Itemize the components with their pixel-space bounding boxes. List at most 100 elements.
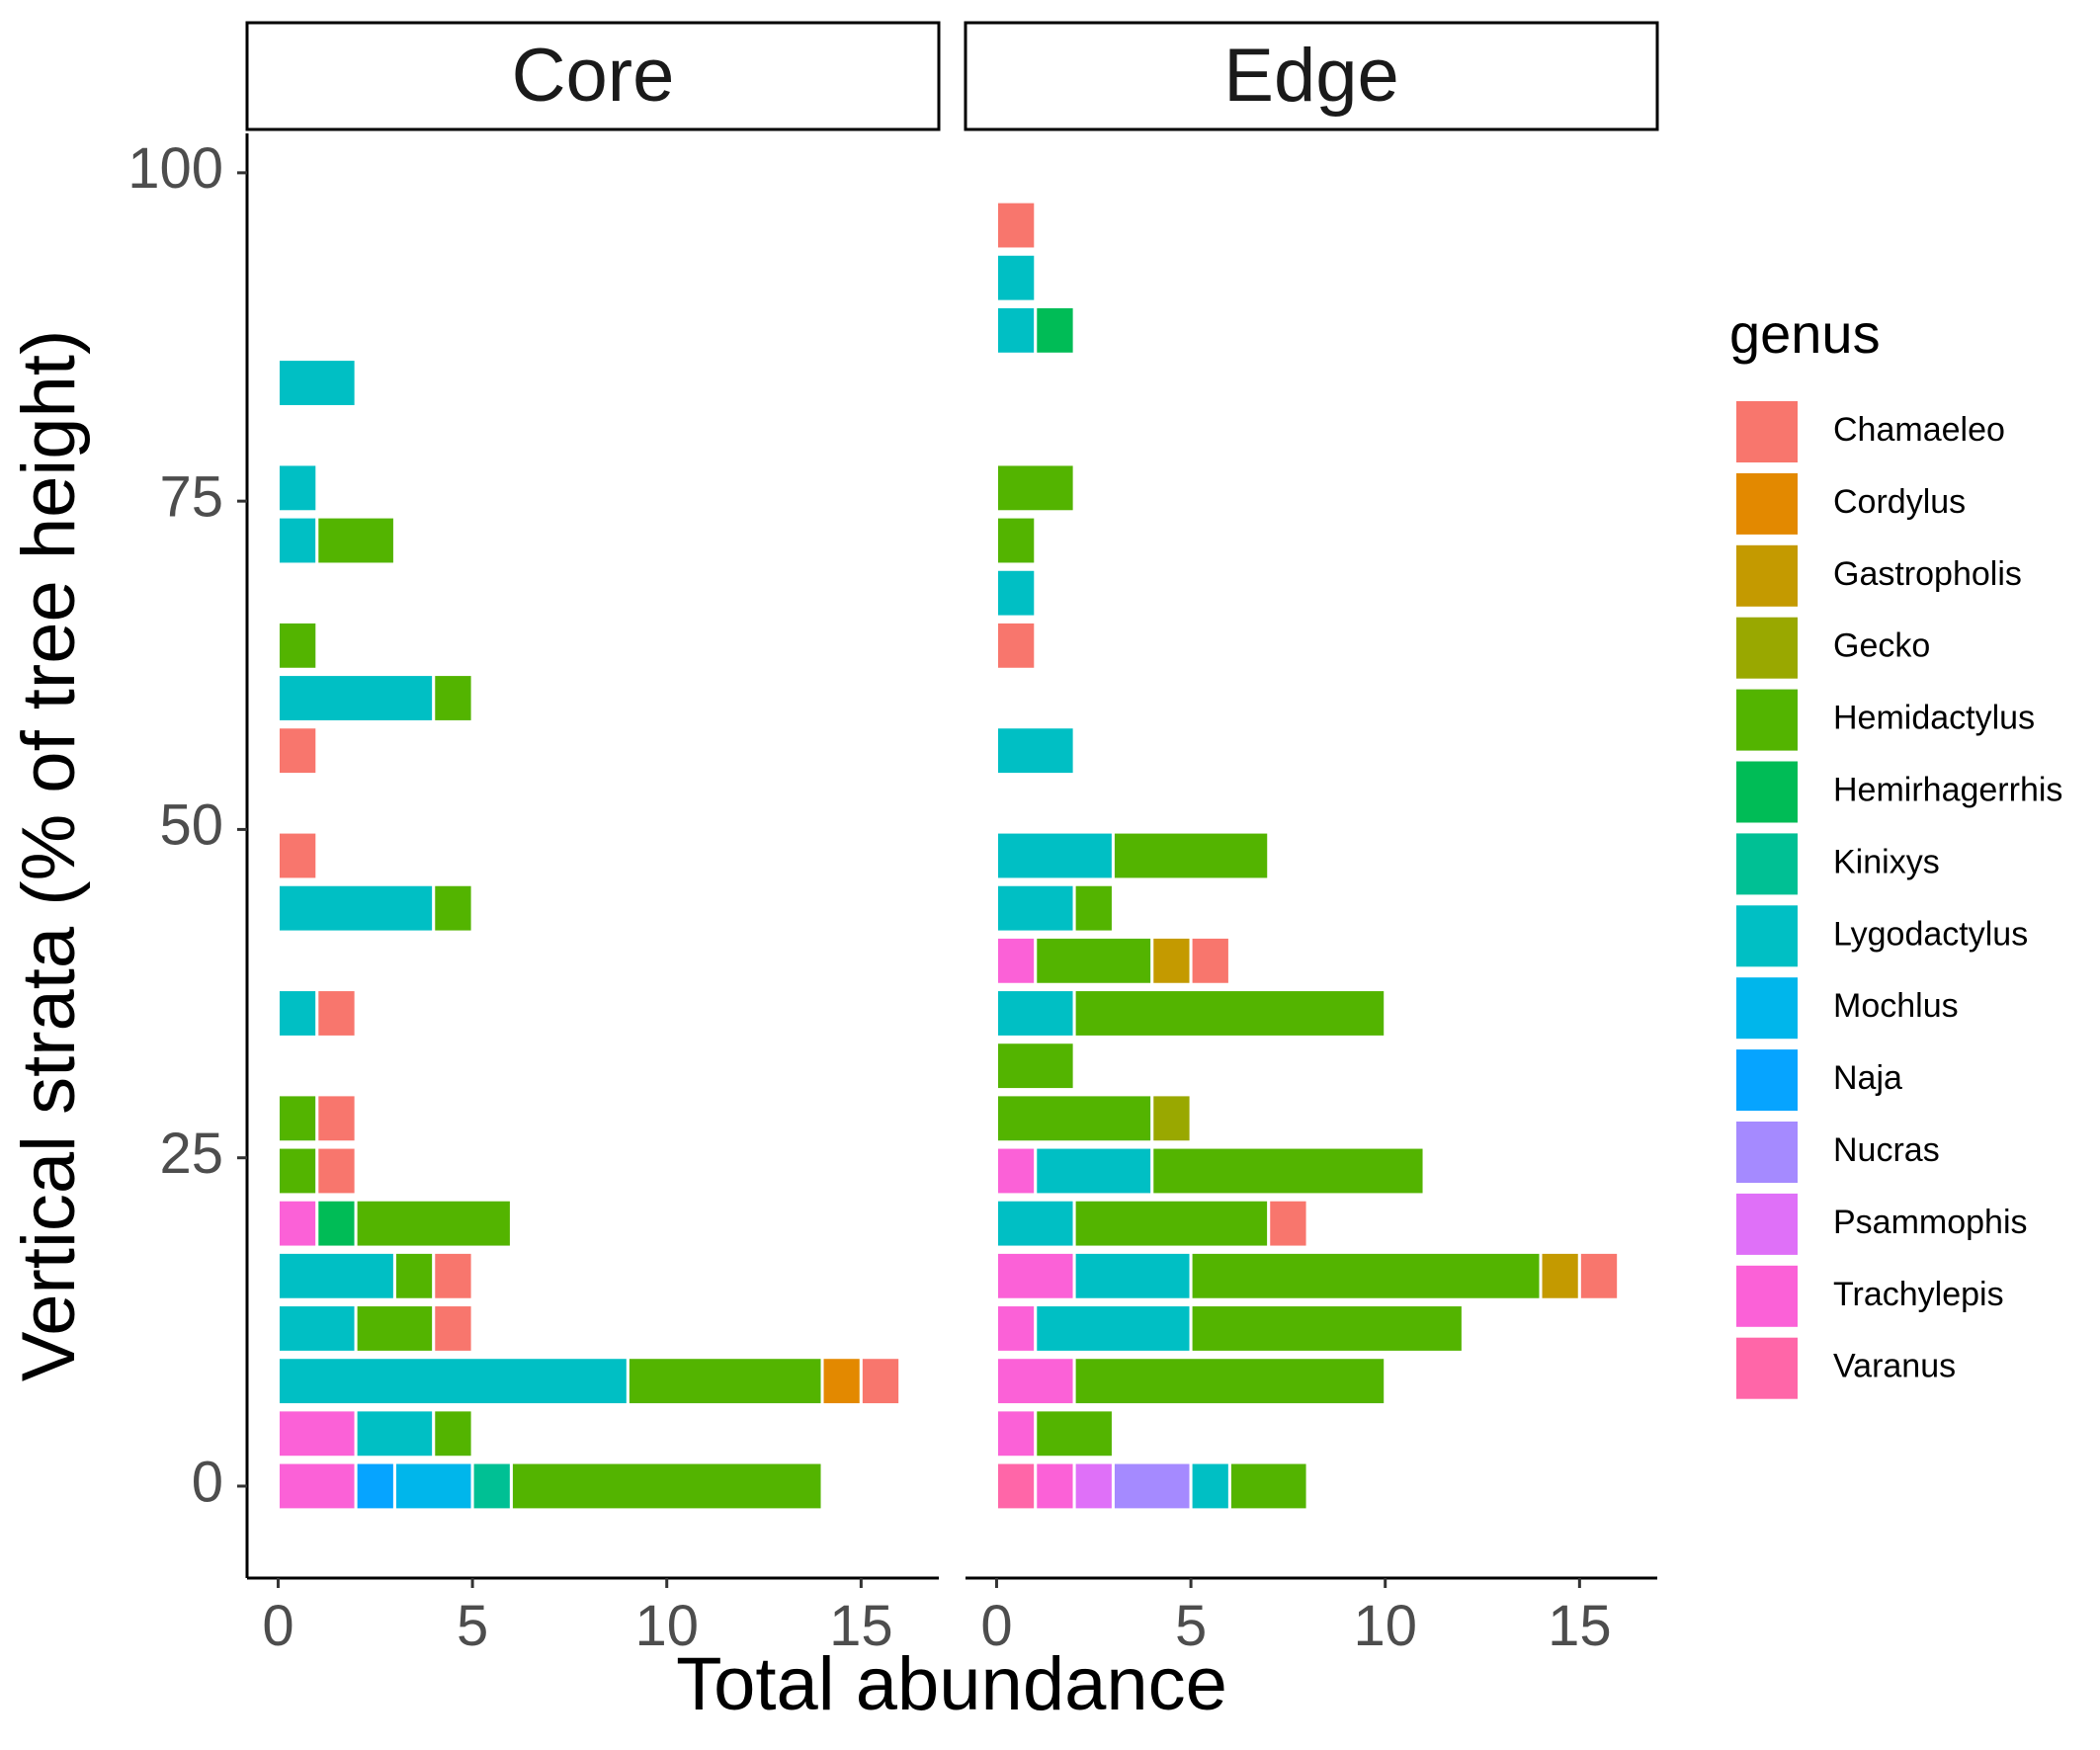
bar-segment-core-12-hemidactylus xyxy=(354,1303,436,1354)
legend-swatch-varanus xyxy=(1736,1337,1798,1399)
bar-segment-edge-28-gecko xyxy=(1150,1093,1193,1144)
legend-swatch-kinixys xyxy=(1736,833,1798,895)
legend-swatch-gecko xyxy=(1736,617,1798,679)
bar-segment-core-8-cordylus xyxy=(820,1356,863,1407)
bar-segment-edge-16-lygodactylus xyxy=(1072,1250,1193,1301)
x-axis-ticks: 0 5 10 15 0 5 10 15 xyxy=(262,1578,1612,1658)
bar-segment-edge-96-chamaeleo xyxy=(994,200,1038,251)
legend-swatch-nucras xyxy=(1736,1122,1798,1183)
bar-segment-edge-0-trachylepis xyxy=(1034,1460,1076,1512)
bar-segment-core-8-hemidactylus xyxy=(626,1356,824,1407)
bar-segment-core-8-lygodactylus xyxy=(276,1356,630,1407)
bar-segment-edge-40-chamaeleo xyxy=(1189,935,1231,986)
bar-segment-core-4-lygodactylus xyxy=(354,1408,436,1459)
bars-core xyxy=(276,358,902,1512)
x-tick-label-core: 10 xyxy=(634,1594,699,1658)
bar-segment-edge-48-lygodactylus xyxy=(994,830,1115,881)
bar-segment-core-0-kinixys xyxy=(470,1460,513,1512)
bar-segment-core-4-trachylepis xyxy=(276,1408,358,1459)
bar-segment-core-20-hemirhagerrhis xyxy=(315,1198,358,1249)
bar-segment-core-0-hemidactylus xyxy=(509,1460,824,1512)
legend-items: Chamaeleo Cordylus Gastropholis Gecko Hemida… xyxy=(1736,401,2062,1399)
y-tick-label: 75 xyxy=(159,464,223,529)
legend-label-nucras: Nucras xyxy=(1833,1131,1940,1169)
bar-segment-edge-24-lygodactylus xyxy=(1034,1145,1154,1197)
bar-segment-core-16-hemidactylus xyxy=(392,1250,436,1301)
legend-label-psammophis: Psammophis xyxy=(1833,1204,2028,1241)
bar-segment-core-48-chamaeleo xyxy=(276,830,319,881)
bar-segment-edge-0-psammophis xyxy=(1072,1460,1115,1512)
bar-segment-edge-36-hemidactylus xyxy=(1072,988,1387,1039)
bar-segment-edge-4-trachylepis xyxy=(994,1408,1038,1459)
x-tick-label-edge: 10 xyxy=(1353,1594,1417,1658)
bar-segment-core-76-lygodactylus xyxy=(276,462,319,514)
bar-segment-edge-20-hemidactylus xyxy=(1072,1198,1271,1249)
bar-segment-edge-56-lygodactylus xyxy=(994,725,1076,777)
legend-swatch-naja xyxy=(1736,1049,1798,1112)
legend-swatch-cordylus xyxy=(1736,472,1798,535)
legend-label-gastropholis: Gastropholis xyxy=(1833,555,2022,593)
bar-segment-core-44-hemidactylus xyxy=(432,882,474,934)
legend-swatch-psammophis xyxy=(1736,1193,1798,1255)
bar-segment-core-36-lygodactylus xyxy=(276,988,319,1039)
bar-segment-edge-0-nucras xyxy=(1111,1460,1193,1512)
bar-segment-core-28-hemidactylus xyxy=(276,1093,319,1144)
bar-segment-core-0-mochlus xyxy=(392,1460,474,1512)
bar-segment-edge-24-hemidactylus xyxy=(1150,1145,1426,1197)
x-tick-label-edge: 0 xyxy=(980,1594,1012,1658)
bar-segment-edge-48-hemidactylus xyxy=(1111,830,1271,881)
bar-segment-edge-32-hemidactylus xyxy=(994,1041,1076,1092)
legend-swatch-hemidactylus xyxy=(1736,689,1798,751)
legend-label-cordylus: Cordylus xyxy=(1833,483,1966,521)
legend-swatch-gastropholis xyxy=(1736,544,1798,607)
legend-swatch-hemirhagerrhis xyxy=(1736,761,1798,823)
x-tick-label-core: 5 xyxy=(457,1594,488,1658)
facet-label-edge: Edge xyxy=(1223,34,1399,118)
legend-label-lygodactylus: Lygodactylus xyxy=(1833,915,2028,953)
legend-label-naja: Naja xyxy=(1833,1059,1902,1097)
bar-segment-edge-28-hemidactylus xyxy=(994,1093,1154,1144)
x-axis-title: Total abundance xyxy=(676,1642,1227,1726)
bar-segment-core-84-lygodactylus xyxy=(276,358,358,408)
legend-label-chamaeleo: Chamaeleo xyxy=(1833,411,2005,449)
bar-segment-edge-16-hemidactylus xyxy=(1189,1250,1543,1301)
legend-label-mochlus: Mochlus xyxy=(1833,987,1959,1025)
bars-edge xyxy=(994,200,1621,1512)
y-axis-title: Vertical strata (% of tree height) xyxy=(7,330,91,1381)
bar-segment-core-60-hemidactylus xyxy=(432,673,474,723)
legend-title: genus xyxy=(1729,302,1881,365)
legend-swatch-lygodactylus xyxy=(1736,905,1798,967)
bar-segment-edge-44-lygodactylus xyxy=(994,882,1076,934)
bar-segment-core-72-lygodactylus xyxy=(276,515,319,566)
legend-swatch-trachylepis xyxy=(1736,1265,1798,1327)
legend-label-varanus: Varanus xyxy=(1833,1348,1956,1385)
bar-segment-edge-12-lygodactylus xyxy=(1034,1303,1193,1354)
bar-segment-core-0-naja xyxy=(354,1460,396,1512)
bar-segment-edge-12-trachylepis xyxy=(994,1303,1038,1354)
bar-segment-edge-12-hemidactylus xyxy=(1189,1303,1465,1354)
facet-strip-core: Core xyxy=(245,21,941,131)
bar-segment-core-0-trachylepis xyxy=(276,1460,358,1512)
bar-segment-core-20-trachylepis xyxy=(276,1198,319,1249)
bar-segment-core-28-chamaeleo xyxy=(315,1093,358,1144)
bar-segment-core-16-chamaeleo xyxy=(432,1250,474,1301)
legend-label-hemidactylus: Hemidactylus xyxy=(1833,700,2035,737)
legend: genus Chamaeleo Cordylus Gastropholis Gecko… xyxy=(1729,302,2062,1399)
bar-segment-edge-88-hemirhagerrhis xyxy=(1034,304,1076,356)
bar-segment-edge-16-trachylepis xyxy=(994,1250,1076,1301)
bar-segment-edge-64-chamaeleo xyxy=(994,620,1038,671)
legend-label-hemirhagerrhis: Hemirhagerrhis xyxy=(1833,771,2062,808)
legend-label-trachylepis: Trachylepis xyxy=(1833,1276,2004,1313)
bar-segment-edge-20-lygodactylus xyxy=(994,1198,1076,1249)
bar-segment-edge-16-gastropholis xyxy=(1539,1250,1581,1301)
bar-segment-edge-0-hemidactylus xyxy=(1227,1460,1309,1512)
facet-label-core: Core xyxy=(512,34,675,118)
y-tick-label: 100 xyxy=(127,136,223,201)
bar-segment-edge-36-lygodactylus xyxy=(994,988,1076,1039)
y-axis-ticks: 0 25 50 75 100 xyxy=(127,136,247,1514)
bar-segment-core-20-hemidactylus xyxy=(354,1198,513,1249)
facet-strip-core-box xyxy=(245,21,941,131)
facet-strip-edge-box xyxy=(964,21,1659,131)
bar-segment-core-60-lygodactylus xyxy=(276,673,436,723)
